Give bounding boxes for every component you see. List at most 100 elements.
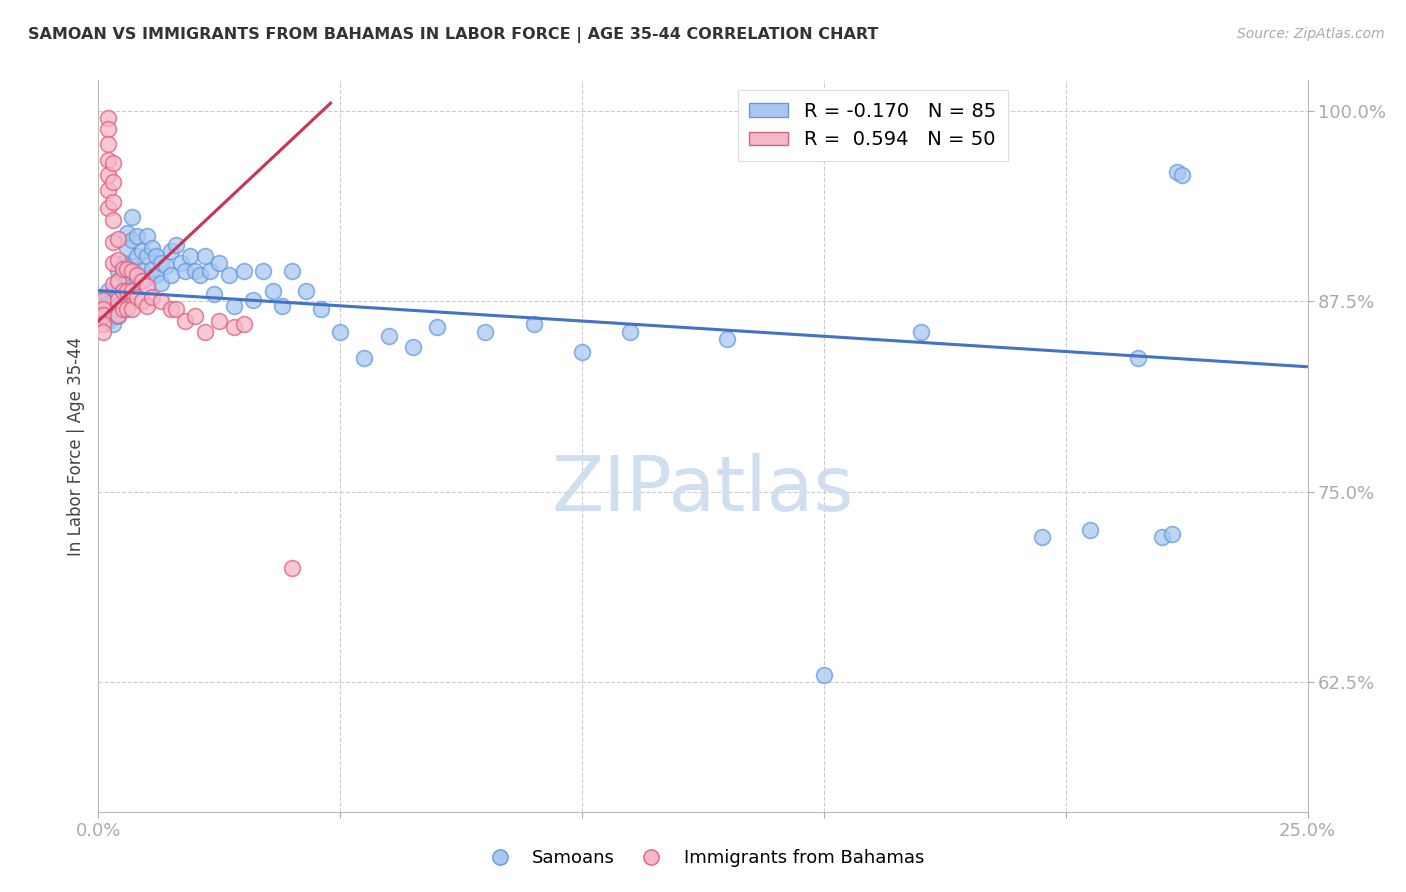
- Point: [174, 314, 197, 328]
- Point: [208, 256, 231, 270]
- Point: [165, 301, 187, 316]
- Point: [101, 301, 124, 316]
- Point: [353, 351, 375, 365]
- Point: [91, 301, 114, 316]
- Point: [91, 308, 114, 322]
- Point: [910, 325, 932, 339]
- Point: [97, 295, 120, 310]
- Point: [121, 284, 143, 298]
- Point: [208, 314, 231, 328]
- Point: [121, 259, 143, 273]
- Point: [402, 340, 425, 354]
- Point: [813, 667, 835, 681]
- Point: [571, 344, 593, 359]
- Point: [101, 277, 124, 292]
- Point: [97, 153, 120, 167]
- Point: [101, 175, 124, 189]
- Point: [97, 122, 120, 136]
- Point: [141, 262, 163, 277]
- Point: [97, 305, 120, 319]
- Point: [107, 232, 129, 246]
- Point: [135, 299, 157, 313]
- Point: [91, 317, 114, 331]
- Point: [111, 256, 134, 270]
- Point: [179, 248, 201, 262]
- Point: [131, 244, 153, 258]
- Point: [121, 264, 143, 278]
- Point: [117, 241, 139, 255]
- Point: [188, 268, 211, 283]
- Point: [101, 317, 124, 331]
- Text: Source: ZipAtlas.com: Source: ZipAtlas.com: [1237, 27, 1385, 41]
- Point: [426, 320, 449, 334]
- Point: [218, 268, 240, 283]
- Point: [1031, 531, 1053, 545]
- Point: [150, 294, 173, 309]
- Point: [101, 155, 124, 169]
- Point: [1128, 351, 1150, 365]
- Point: [252, 264, 274, 278]
- Point: [1152, 531, 1174, 545]
- Text: SAMOAN VS IMMIGRANTS FROM BAHAMAS IN LABOR FORCE | AGE 35-44 CORRELATION CHART: SAMOAN VS IMMIGRANTS FROM BAHAMAS IN LAB…: [28, 27, 879, 43]
- Point: [309, 301, 332, 316]
- Point: [194, 325, 217, 339]
- Point: [135, 279, 157, 293]
- Legend: Samoans, Immigrants from Bahamas: Samoans, Immigrants from Bahamas: [475, 842, 931, 874]
- Point: [111, 294, 134, 309]
- Point: [107, 286, 129, 301]
- Point: [91, 325, 114, 339]
- Text: ZIPatlas: ZIPatlas: [551, 453, 855, 527]
- Point: [91, 293, 114, 307]
- Point: [101, 286, 124, 301]
- Point: [131, 275, 153, 289]
- Point: [91, 310, 114, 324]
- Point: [194, 248, 217, 262]
- Point: [117, 301, 139, 316]
- Point: [97, 137, 120, 152]
- Point: [377, 329, 399, 343]
- Point: [222, 299, 245, 313]
- Point: [184, 310, 207, 324]
- Point: [117, 262, 139, 277]
- Point: [184, 264, 207, 278]
- Point: [91, 293, 114, 307]
- Point: [101, 235, 124, 249]
- Point: [150, 256, 173, 270]
- Point: [232, 264, 254, 278]
- Point: [97, 183, 120, 197]
- Point: [619, 325, 641, 339]
- Point: [141, 241, 163, 255]
- Point: [97, 112, 120, 126]
- Point: [101, 310, 124, 324]
- Point: [1166, 165, 1188, 179]
- Point: [107, 310, 129, 324]
- Point: [117, 259, 139, 273]
- Point: [107, 275, 129, 289]
- Legend: R = -0.170   N = 85, R =  0.594   N = 50: R = -0.170 N = 85, R = 0.594 N = 50: [738, 90, 1008, 161]
- Point: [91, 299, 114, 313]
- Point: [97, 202, 120, 216]
- Point: [127, 228, 149, 243]
- Point: [716, 332, 738, 346]
- Point: [281, 561, 304, 575]
- Point: [150, 276, 173, 290]
- Point: [127, 268, 149, 283]
- Point: [329, 325, 352, 339]
- Point: [117, 226, 139, 240]
- Point: [127, 271, 149, 285]
- Point: [111, 301, 134, 316]
- Point: [165, 238, 187, 252]
- Point: [1171, 168, 1194, 182]
- Point: [160, 244, 183, 258]
- Point: [97, 168, 120, 182]
- Point: [121, 211, 143, 225]
- Point: [271, 299, 294, 313]
- Point: [131, 294, 153, 309]
- Point: [145, 268, 167, 283]
- Point: [198, 264, 221, 278]
- Point: [174, 264, 197, 278]
- Point: [204, 286, 226, 301]
- Point: [107, 299, 129, 313]
- Point: [474, 325, 496, 339]
- Point: [107, 253, 129, 268]
